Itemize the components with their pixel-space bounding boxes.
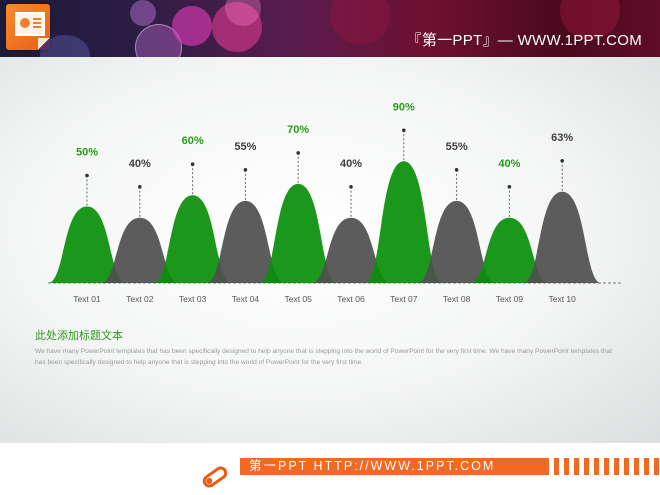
bokeh-decoration <box>330 0 390 45</box>
value-label: 40% <box>498 158 520 170</box>
bokeh-decoration <box>212 2 262 52</box>
value-label: 40% <box>340 158 362 170</box>
leader-dot <box>402 128 406 133</box>
leader-dot <box>138 185 142 189</box>
peak-5 <box>260 183 337 283</box>
value-label: 50% <box>76 147 98 159</box>
peak-1 <box>49 206 125 283</box>
peak-8 <box>418 200 495 283</box>
peak-9 <box>471 217 548 283</box>
leader-dot <box>85 173 89 178</box>
peak-4 <box>207 200 284 283</box>
category-label: Text 07 <box>390 294 418 304</box>
value-label: 70% <box>287 124 309 136</box>
peak-3 <box>154 195 231 283</box>
leader-dot <box>296 151 301 155</box>
category-label: Text 02 <box>126 294 154 304</box>
value-label: 63% <box>551 132 573 144</box>
peak-7 <box>365 161 442 283</box>
bokeh-decoration <box>40 35 90 57</box>
caption-body: We have many PowerPoint templates that h… <box>35 348 613 366</box>
footer-url-band: 第一PPT HTTP://WWW.1PPT.COM <box>240 458 549 475</box>
peak-chart: 50% Text 01 40% Text 02 60% Text 03 55% Text 04… <box>48 101 622 304</box>
peak-6 <box>313 217 389 283</box>
caption-title: 此处添加标题文本 <box>35 330 123 342</box>
category-label: Text 03 <box>179 294 207 304</box>
leader-dot <box>454 168 459 172</box>
value-label: 55% <box>446 141 468 153</box>
leader-dot <box>190 162 195 166</box>
category-label: Text 09 <box>496 294 524 304</box>
category-label: Text 05 <box>284 294 312 304</box>
category-label: Text 08 <box>443 294 471 304</box>
footer-stripes <box>554 458 660 475</box>
category-label: Text 06 <box>337 294 365 304</box>
bokeh-decoration <box>172 6 212 46</box>
leader-dot <box>560 159 564 163</box>
value-label: 55% <box>234 141 256 153</box>
category-label: Text 04 <box>232 294 260 304</box>
leader-dot <box>243 168 248 172</box>
leader-dot <box>349 185 353 189</box>
value-label: 40% <box>129 158 151 170</box>
value-label: 60% <box>182 135 204 147</box>
leader-dot <box>507 185 512 189</box>
category-label: Text 10 <box>548 294 576 304</box>
header-title: 『第一PPT』— WWW.1PPT.COM <box>406 32 642 49</box>
category-label: Text 01 <box>73 294 101 304</box>
peak-10 <box>524 191 601 283</box>
value-label: 90% <box>393 101 415 113</box>
slide-content: 50% Text 01 40% Text 02 60% Text 03 55% Text 04… <box>0 57 660 443</box>
bokeh-decoration <box>130 0 156 26</box>
powerpoint-icon <box>6 4 50 50</box>
pencil-icon <box>202 466 228 488</box>
header-banner: 『第一PPT』— WWW.1PPT.COM <box>0 0 660 57</box>
peak-2 <box>101 217 178 283</box>
